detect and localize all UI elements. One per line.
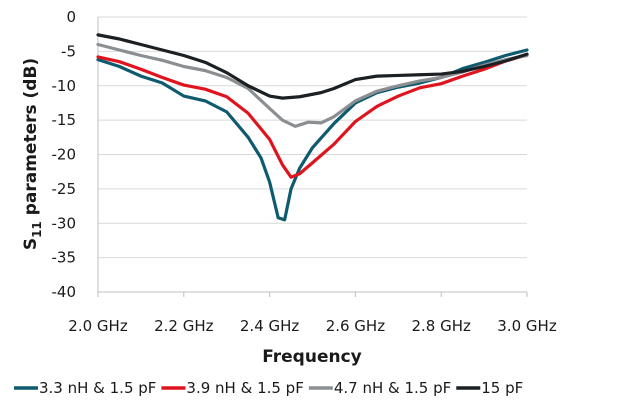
y-tick-label: -30 [52,214,77,232]
x-tick-label: 2.4 GHz [240,317,300,335]
legend-label-1: 3.9 nH & 1.5 pF [186,379,303,397]
legend: 3.3 nH & 1.5 pF 3.9 nH & 1.5 pF 4.7 nH & 1… [14,379,523,397]
series-line-1 [96,53,529,179]
legend-label-2: 4.7 nH & 1.5 pF [334,379,451,397]
y-tick-label: -20 [52,146,77,164]
y-tick-label: -35 [52,249,77,267]
series-line-3 [96,33,529,100]
x-tick-labels: 2.0 GHz 2.2 GHz 2.4 GHz 2.6 GHz 2.8 GHz 3.0 G… [68,317,557,335]
series-lines [96,33,529,222]
x-tick-label: 2.6 GHz [326,317,386,335]
x-tick-label: 2.8 GHz [411,317,471,335]
y-axis-title: S11 parameters (dB) [21,58,44,250]
y-tick-label: -10 [52,77,77,95]
x-tick-label: 2.0 GHz [68,317,128,335]
y-axis-title-rest: parameters (dB) [21,58,41,221]
legend-label-3: 15 pF [481,379,523,397]
legend-label-0: 3.3 nH & 1.5 pF [39,379,156,397]
y-tick-labels: 0 -5 -10 -15 -20 -25 -30 -35 -40 [52,8,77,301]
y-axis-title-sub: 11 [30,221,44,238]
series-line-2 [96,42,529,128]
y-tick-label: -25 [52,180,77,198]
x-axis-title: Frequency [262,347,362,367]
y-tick-label: -15 [52,111,77,129]
x-tick-label: 2.2 GHz [154,317,214,335]
y-tick-label: -5 [61,42,76,60]
y-axis-title-main: S [21,238,41,250]
y-tick-label: 0 [66,8,76,26]
x-tick-label: 3.0 GHz [497,317,557,335]
grid-lines [98,16,527,259]
axes [97,17,528,297]
y-tick-label: -40 [52,283,77,301]
